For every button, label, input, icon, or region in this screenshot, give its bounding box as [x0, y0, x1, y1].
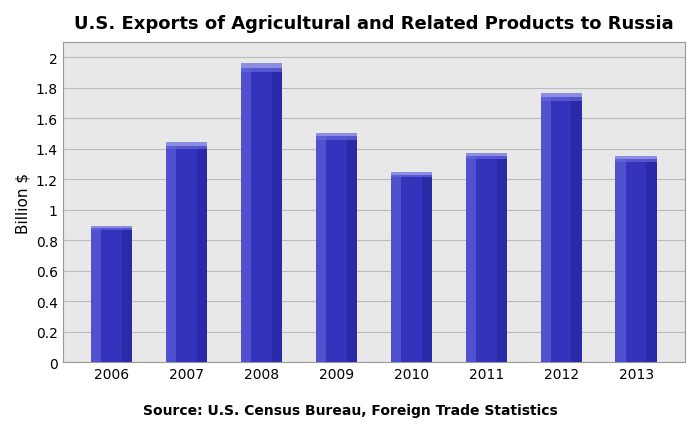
Bar — [241, 64, 282, 73]
Y-axis label: Billion $: Billion $ — [15, 172, 30, 233]
Text: Source: U.S. Census Bureau, Foreign Trade Statistics: Source: U.S. Census Bureau, Foreign Trad… — [143, 403, 557, 417]
Bar — [466, 154, 507, 160]
Bar — [615, 157, 657, 163]
Bar — [421, 175, 432, 363]
Bar — [571, 98, 582, 363]
Bar — [496, 157, 507, 363]
Bar — [316, 137, 357, 363]
Bar — [466, 157, 476, 363]
Bar — [241, 69, 282, 363]
Bar — [166, 146, 176, 363]
Bar — [272, 69, 282, 363]
Bar — [166, 146, 207, 363]
Bar — [391, 173, 432, 178]
Bar — [197, 146, 207, 363]
Bar — [540, 98, 582, 363]
Bar — [346, 137, 357, 363]
Bar — [91, 228, 132, 363]
Bar — [540, 94, 582, 101]
Bar — [615, 160, 626, 363]
Bar — [391, 175, 401, 363]
Bar — [540, 98, 551, 363]
Bar — [615, 160, 657, 363]
Bar — [122, 228, 132, 363]
Bar — [391, 175, 432, 363]
Bar — [91, 228, 101, 363]
Bar — [316, 137, 326, 363]
Bar — [91, 227, 132, 230]
Bar — [316, 134, 357, 141]
Title: U.S. Exports of Agricultural and Related Products to Russia: U.S. Exports of Agricultural and Related… — [74, 15, 673, 33]
Bar — [241, 69, 251, 363]
Bar — [466, 157, 507, 363]
Bar — [646, 160, 657, 363]
Bar — [166, 143, 207, 150]
